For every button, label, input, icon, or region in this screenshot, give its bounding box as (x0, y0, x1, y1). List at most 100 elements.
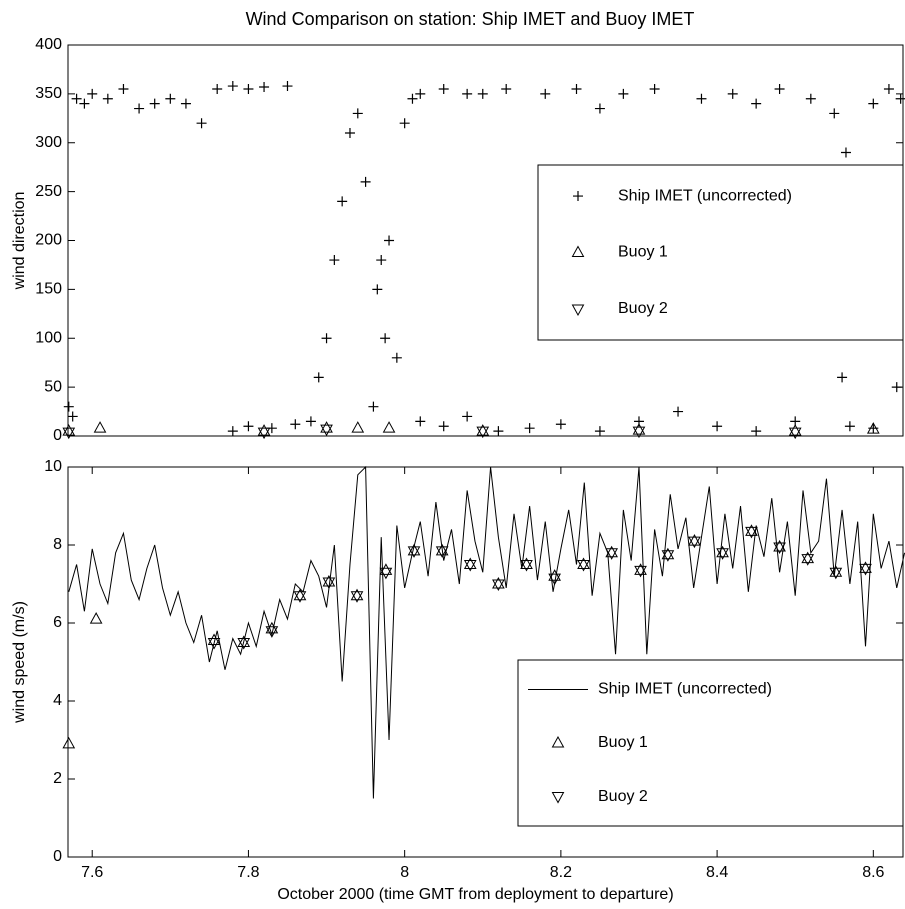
plus-marker (71, 93, 82, 104)
triangle-up-marker (463, 557, 477, 569)
plus-marker (321, 333, 332, 344)
triangle-down-marker (293, 591, 307, 603)
triangle-up-marker (773, 539, 786, 552)
triangle-up-marker (688, 534, 701, 546)
plus-marker (180, 98, 191, 109)
triangle-down-marker (634, 565, 647, 578)
data-line (68, 465, 905, 799)
y-axis-label: wind speed (m/s) (11, 601, 28, 724)
triangle-down-marker (605, 548, 618, 560)
legend-label: Buoy 2 (598, 788, 648, 805)
x-tick-label: 8.6 (862, 864, 884, 881)
plus-marker (573, 191, 583, 202)
plus-marker (868, 423, 879, 434)
triangle-down-marker (463, 560, 477, 572)
legend-label: Ship IMET (uncorrected) (618, 187, 792, 204)
plus-marker (462, 411, 473, 422)
plus-marker (407, 93, 418, 104)
triangle-down-marker (577, 560, 590, 572)
triangle-down-marker (320, 424, 333, 437)
triangle-down-marker (661, 550, 675, 562)
plus-marker (227, 426, 238, 437)
y-tick-label: 250 (35, 183, 62, 200)
triangle-down-marker (435, 546, 449, 558)
triangle-down-marker (773, 542, 786, 554)
plus-marker (477, 88, 488, 99)
legend-label: Buoy 1 (598, 734, 648, 751)
triangle-up-marker (62, 424, 76, 436)
triangle-down-marker (716, 548, 729, 560)
plus-marker (649, 83, 660, 94)
triangle-up-marker (207, 633, 221, 646)
x-tick-label: 8.4 (706, 864, 728, 881)
plus-marker (829, 108, 840, 119)
plus-marker (571, 83, 582, 94)
triangle-down-marker (207, 638, 221, 650)
triangle-up-marker (577, 557, 590, 569)
plus-marker (344, 127, 355, 138)
triangle-up-marker (62, 736, 76, 749)
triangle-up-marker (265, 621, 279, 634)
legend-box (537, 164, 904, 341)
x-tick-label: 8 (400, 864, 409, 881)
plus-marker (673, 406, 684, 417)
triangle-down-marker (688, 536, 701, 549)
y-tick-label: 2 (53, 770, 62, 787)
plus-marker (290, 419, 301, 430)
y-tick-label: 0 (53, 848, 62, 865)
triangle-up-marker (89, 612, 103, 624)
plus-marker (399, 118, 410, 129)
triangle-up-marker (237, 635, 251, 647)
triangle-down-marker (322, 577, 336, 590)
plus-marker (438, 421, 449, 432)
triangle-up-marker (548, 569, 561, 581)
triangle-down-marker (379, 567, 393, 580)
triangle-down-marker (829, 567, 843, 580)
triangle-down-marker (745, 526, 758, 539)
x-tick-label: 8.2 (550, 864, 572, 881)
plus-marker (376, 255, 387, 266)
legend-label: Ship IMET (uncorrected) (598, 681, 772, 698)
y-tick-label: 400 (35, 36, 62, 53)
plus-marker (883, 83, 894, 94)
y-tick-label: 8 (53, 536, 62, 553)
triangle-up-marker (788, 424, 802, 436)
x-tick-label: 7.8 (237, 864, 259, 881)
plus-marker (540, 88, 551, 99)
plus-marker (360, 176, 371, 187)
plus-marker (352, 108, 363, 119)
triangle-down-marker (548, 573, 561, 586)
plus-marker (196, 118, 207, 129)
plus-marker (438, 83, 449, 94)
legend-label: Buoy 2 (618, 300, 668, 317)
triangle-up-marker (829, 565, 843, 577)
triangle-up-marker (407, 543, 421, 556)
plus-marker (368, 401, 379, 412)
triangle-up-marker (93, 421, 107, 433)
plus-marker (774, 83, 785, 94)
plus-marker (501, 83, 512, 94)
triangle-down-marker (476, 426, 490, 439)
plus-marker (259, 82, 270, 93)
plus-marker (618, 88, 629, 99)
triangle-down-marker (257, 427, 271, 440)
y-tick-label: 100 (35, 329, 62, 346)
triangle-up-marker (866, 422, 880, 434)
triangle-up-marker (859, 561, 872, 573)
y-tick-label: 4 (53, 692, 62, 709)
y-tick-label: 350 (35, 85, 62, 102)
plus-marker (524, 423, 535, 434)
triangle-up-marker (605, 545, 618, 558)
plus-marker (594, 103, 605, 114)
legend-box (517, 659, 904, 827)
triangle-down-marker (265, 626, 279, 638)
plus-marker (415, 88, 426, 99)
triangle-up-marker (322, 575, 336, 587)
triangle-up-marker (379, 563, 393, 575)
triangle-down-marker (407, 546, 421, 558)
triangle-up-marker (320, 421, 333, 433)
plus-marker (751, 426, 762, 437)
plus-marker (555, 419, 566, 430)
triangle-down-marker (62, 427, 76, 440)
plus-marker (696, 93, 707, 104)
